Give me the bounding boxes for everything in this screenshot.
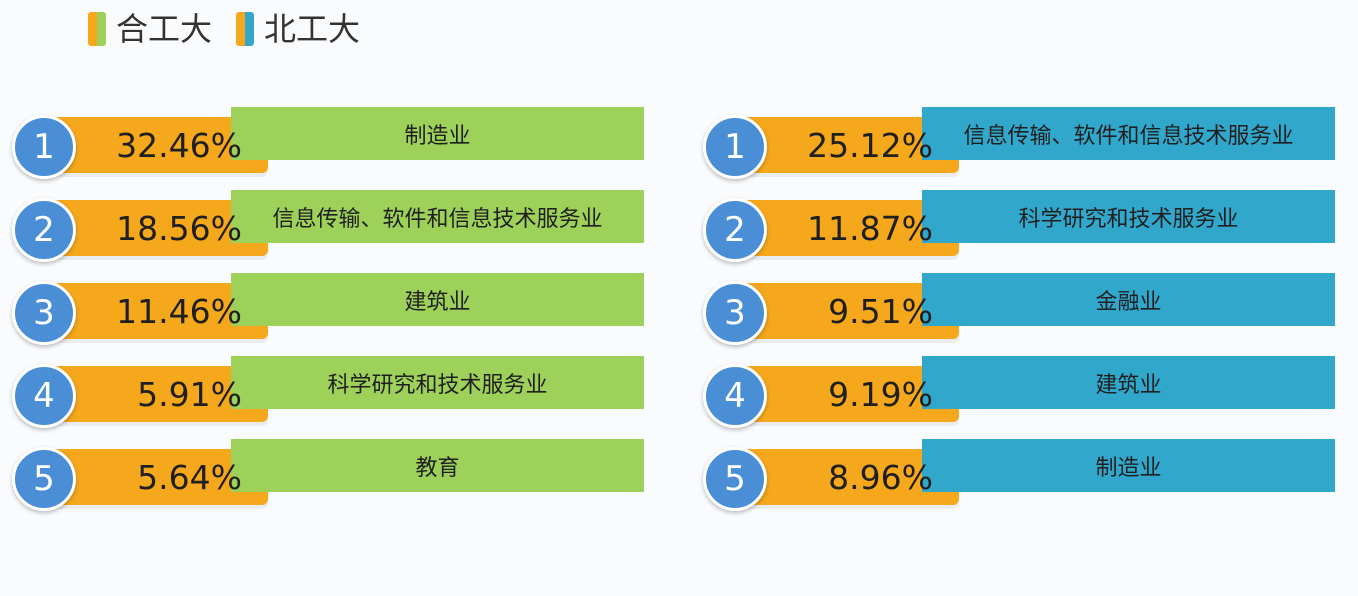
legend: 合工大 北工大 bbox=[88, 12, 374, 46]
hfut-industry-label: 教育 bbox=[231, 439, 644, 492]
bjut-value-bar bbox=[733, 366, 959, 422]
bjut-rank-badge: 3 bbox=[703, 281, 767, 345]
hfut-value-bar bbox=[42, 366, 268, 422]
bjut-value-label: 9.19% bbox=[828, 375, 933, 414]
bjut-industry-label: 建筑业 bbox=[922, 356, 1335, 409]
bjut-value-label: 9.51% bbox=[828, 292, 933, 331]
hfut-industry-label: 科学研究和技术服务业 bbox=[231, 356, 644, 409]
hfut-value-label: 5.64% bbox=[137, 458, 242, 497]
hfut-industry-label: 制造业 bbox=[231, 107, 644, 160]
hfut-rank-badge: 5 bbox=[12, 447, 76, 511]
bjut-rank-badge: 1 bbox=[703, 115, 767, 179]
hfut-value-bar bbox=[42, 449, 268, 505]
bjut-value-bar bbox=[733, 283, 959, 339]
bjut-value-bar bbox=[733, 449, 959, 505]
hfut-rank-badge: 1 bbox=[12, 115, 76, 179]
hfut-value-bar bbox=[42, 283, 268, 339]
hfut-rank-badge: 3 bbox=[12, 281, 76, 345]
bjut-industry-label: 信息传输、软件和信息技术服务业 bbox=[922, 107, 1335, 160]
hfut-value-label: 5.91% bbox=[137, 375, 242, 414]
hfut-value-label: 32.46% bbox=[116, 126, 242, 165]
legend-label-bjut: 北工大 bbox=[264, 10, 361, 48]
hfut-value-label: 11.46% bbox=[116, 292, 242, 331]
legend-item-hfut: 合工大 bbox=[88, 12, 212, 46]
bjut-rank-badge: 4 bbox=[703, 364, 767, 428]
hfut-value-bar bbox=[42, 200, 268, 256]
bjut-value-label: 11.87% bbox=[807, 209, 933, 248]
legend-item-bjut: 北工大 bbox=[236, 12, 360, 46]
bjut-industry-label: 科学研究和技术服务业 bbox=[922, 190, 1335, 243]
bjut-rank-badge: 2 bbox=[703, 198, 767, 262]
legend-label-hfut: 合工大 bbox=[116, 10, 213, 48]
bjut-value-bar bbox=[733, 117, 959, 173]
hfut-rank-badge: 4 bbox=[12, 364, 76, 428]
bjut-value-bar bbox=[733, 200, 959, 256]
bjut-industry-label: 金融业 bbox=[922, 273, 1335, 326]
bjut-rank-badge: 5 bbox=[703, 447, 767, 511]
legend-swatch-bjut bbox=[236, 12, 255, 46]
bjut-value-label: 25.12% bbox=[807, 126, 933, 165]
hfut-industry-label: 信息传输、软件和信息技术服务业 bbox=[231, 190, 644, 243]
hfut-industry-label: 建筑业 bbox=[231, 273, 644, 326]
bjut-value-label: 8.96% bbox=[828, 458, 933, 497]
hfut-rank-badge: 2 bbox=[12, 198, 76, 262]
legend-swatch-hfut bbox=[88, 12, 106, 46]
bjut-industry-label: 制造业 bbox=[922, 439, 1335, 492]
hfut-value-bar bbox=[42, 117, 268, 173]
hfut-value-label: 18.56% bbox=[116, 209, 242, 248]
